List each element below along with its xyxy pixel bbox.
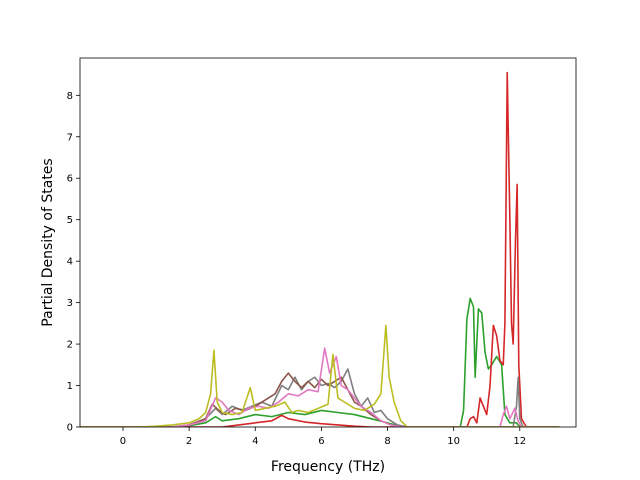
x-tick-label: 2 bbox=[186, 436, 192, 447]
x-axis-ticks: 0 2 4 6 8 10 12 bbox=[120, 427, 526, 447]
y-tick-label: 7 bbox=[67, 132, 73, 143]
x-axis-label: Frequency (THz) bbox=[271, 459, 385, 475]
y-axis-ticks: 0 1 2 3 4 5 6 7 8 bbox=[67, 91, 80, 434]
series-line-1 bbox=[80, 71, 560, 427]
y-tick-label: 5 bbox=[67, 215, 73, 226]
series-line-0 bbox=[80, 297, 560, 427]
y-tick-label: 6 bbox=[67, 174, 73, 185]
x-tick-label: 10 bbox=[447, 436, 460, 447]
y-tick-label: 1 bbox=[67, 381, 73, 392]
series-line-4 bbox=[80, 347, 560, 427]
series-line-5 bbox=[80, 324, 560, 427]
y-tick-label: 0 bbox=[67, 423, 73, 434]
y-tick-label: 3 bbox=[67, 298, 73, 309]
plot-area bbox=[79, 57, 577, 428]
y-axis-label: Partial Density of States bbox=[40, 158, 56, 326]
x-tick-label: 12 bbox=[513, 436, 526, 447]
y-tick-label: 2 bbox=[67, 340, 73, 351]
x-tick-label: 6 bbox=[318, 436, 324, 447]
y-tick-label: 4 bbox=[67, 257, 73, 268]
x-tick-label: 4 bbox=[252, 436, 258, 447]
y-tick-label: 8 bbox=[67, 91, 73, 102]
series-layer bbox=[80, 71, 560, 427]
x-tick-label: 0 bbox=[120, 436, 126, 447]
x-tick-label: 8 bbox=[384, 436, 390, 447]
plot-frame bbox=[79, 57, 577, 428]
series-line-2 bbox=[80, 368, 560, 427]
